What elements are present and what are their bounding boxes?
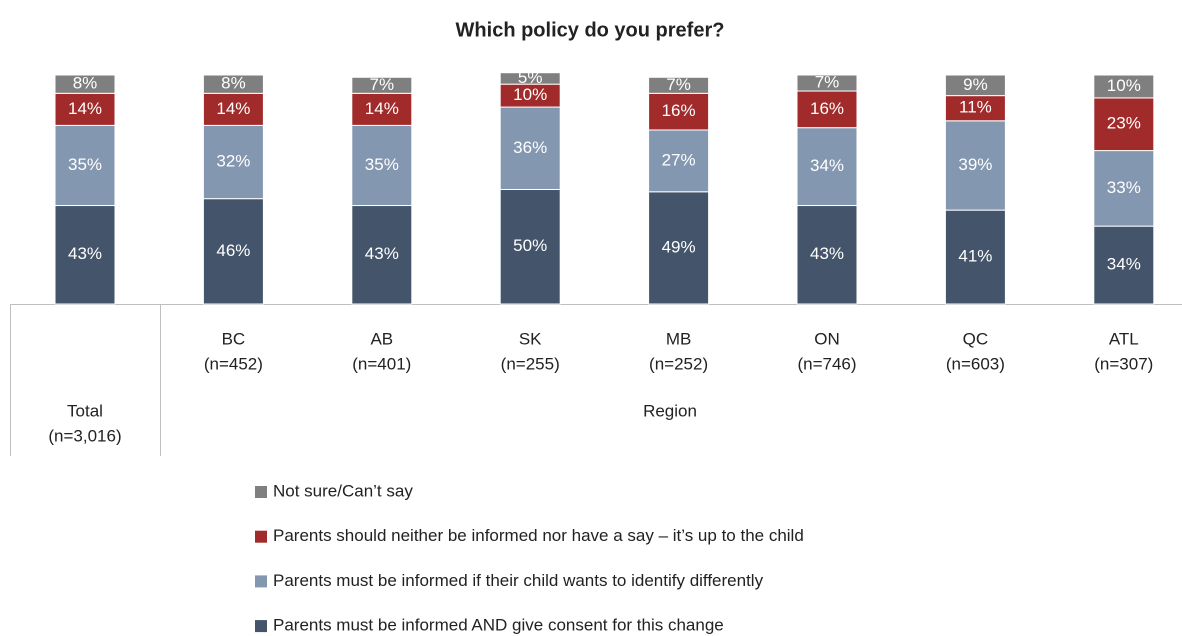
bar-segment xyxy=(1093,97,1155,152)
data-label: 7% xyxy=(370,75,395,94)
x-tick-label: SK xyxy=(519,329,542,348)
data-label: 23% xyxy=(1107,114,1141,133)
bar-segment xyxy=(796,90,858,129)
bar-segment xyxy=(944,209,1006,305)
x-tick-label: MB xyxy=(666,329,692,348)
legend-swatch xyxy=(255,575,267,588)
x-tick-count: (n=452) xyxy=(204,354,263,373)
data-label: 43% xyxy=(68,244,102,263)
chart-title: Which policy do you prefer? xyxy=(456,19,725,41)
data-label: 34% xyxy=(1107,255,1141,274)
data-label: 11% xyxy=(959,98,992,117)
data-label: 35% xyxy=(365,155,399,174)
bar-segment xyxy=(499,72,561,85)
bar-segment xyxy=(351,124,413,207)
bar-segment xyxy=(648,76,710,94)
bar-segment xyxy=(944,74,1006,97)
data-label: 41% xyxy=(958,247,992,266)
data-label: 14% xyxy=(216,99,250,118)
x-tick-label: Total xyxy=(67,401,103,420)
bar-segment xyxy=(796,127,858,207)
bar-segment xyxy=(499,106,561,190)
data-label: 32% xyxy=(216,152,250,171)
data-label: 33% xyxy=(1107,178,1141,197)
legend-swatch xyxy=(255,530,267,543)
bar-segment xyxy=(202,92,264,126)
data-label: 43% xyxy=(365,244,399,263)
data-label: 49% xyxy=(662,237,696,256)
x-tick-label: ON xyxy=(814,329,840,348)
x-tick-label: ATL xyxy=(1109,329,1139,348)
x-tick-count: (n=255) xyxy=(501,354,560,373)
bar-segment xyxy=(351,76,413,94)
bar-segment xyxy=(202,74,264,94)
bar-segment xyxy=(1093,150,1155,227)
data-label: 5% xyxy=(518,68,543,87)
bar-segment xyxy=(54,92,116,126)
bar-segment xyxy=(1093,74,1155,99)
x-tick-count: (n=252) xyxy=(649,354,708,373)
x-tick-label: BC xyxy=(222,329,246,348)
bar-segment xyxy=(1093,225,1155,305)
x-tick-count: (n=307) xyxy=(1094,354,1153,373)
data-label: 43% xyxy=(810,244,844,263)
data-label: 16% xyxy=(810,99,844,118)
bar-segment xyxy=(54,205,116,305)
data-label: 10% xyxy=(1107,76,1141,95)
legend-label: Parents must be informed if their child … xyxy=(273,571,764,590)
bar-segment xyxy=(351,92,413,126)
x-tick-count: (n=746) xyxy=(797,354,856,373)
data-label: 14% xyxy=(365,99,399,118)
x-tick-label: QC xyxy=(963,329,989,348)
data-label: 10% xyxy=(513,85,547,104)
data-label: 16% xyxy=(662,101,696,120)
legend-swatch xyxy=(255,486,267,498)
data-label: 39% xyxy=(958,155,992,174)
legend-label: Parents must be informed AND give consen… xyxy=(273,616,724,635)
data-label: 50% xyxy=(513,236,547,255)
legend-label: Not sure/Can’t say xyxy=(273,481,413,500)
data-label: 14% xyxy=(68,99,102,118)
x-tick-count: (n=3,016) xyxy=(48,426,121,445)
bar-segment xyxy=(54,74,116,94)
data-label: 9% xyxy=(963,75,988,94)
data-label: 46% xyxy=(216,241,250,260)
x-tick-count: (n=401) xyxy=(352,354,411,373)
data-label: 35% xyxy=(68,155,102,174)
data-label: 8% xyxy=(221,74,246,93)
bar-segment xyxy=(796,74,858,92)
x-tick-label: AB xyxy=(370,329,393,348)
legend-label: Parents should neither be informed nor h… xyxy=(273,526,804,545)
bar-segment xyxy=(499,189,561,305)
legend-swatch xyxy=(255,620,267,633)
group-label: Region xyxy=(643,401,697,420)
bar-segment xyxy=(202,124,264,200)
data-label: 7% xyxy=(815,72,840,91)
data-label: 36% xyxy=(513,138,547,157)
x-tick-count: (n=603) xyxy=(946,354,1005,373)
data-label: 7% xyxy=(666,75,691,94)
data-label: 27% xyxy=(662,150,696,169)
data-label: 8% xyxy=(73,74,98,93)
data-label: 34% xyxy=(810,156,844,175)
